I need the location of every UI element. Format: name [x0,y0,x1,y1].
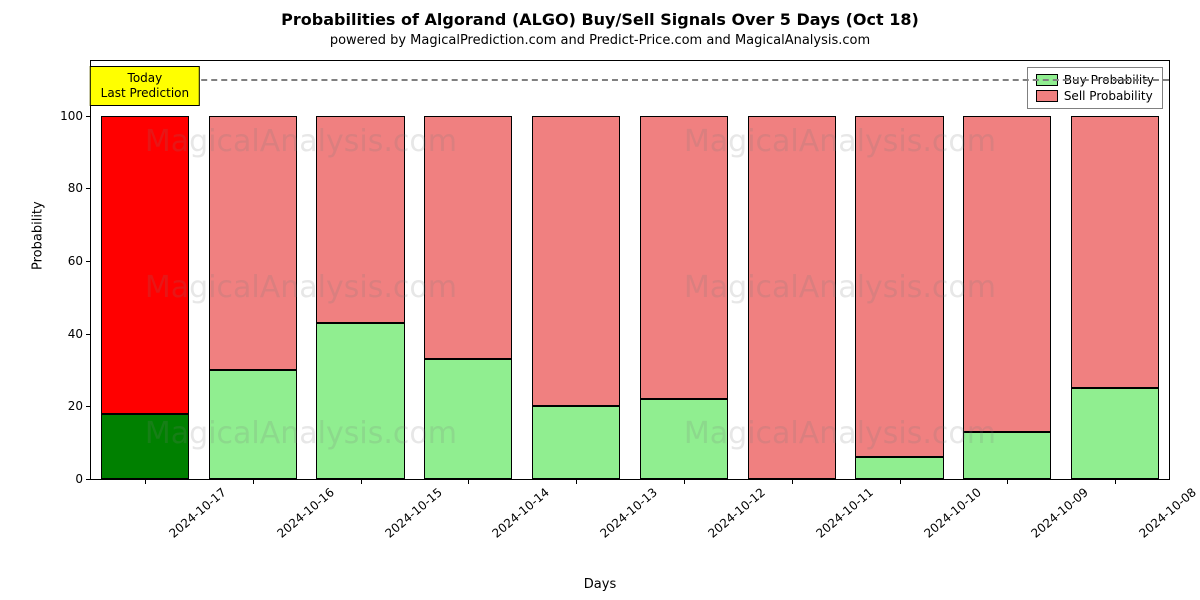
ytick-mark [86,116,91,117]
xtick-mark [361,479,362,484]
legend-swatch [1036,90,1058,102]
ytick-mark [86,406,91,407]
bar-group [101,61,189,479]
bar-group [855,61,943,479]
sell-bar [316,116,404,323]
sell-bar [1071,116,1159,389]
xtick-mark [145,479,146,484]
sell-bar [640,116,728,400]
sell-bar [101,116,189,414]
annotation-today: TodayLast Prediction [90,66,200,106]
buy-bar [1071,388,1159,479]
bar-group [640,61,728,479]
buy-bar [640,399,728,479]
ytick-mark [86,334,91,335]
sell-bar [748,116,836,479]
plot-area: Buy ProbabilitySell Probability 02040608… [90,60,1170,480]
xtick-mark [684,479,685,484]
xtick-mark [253,479,254,484]
bar-group [424,61,512,479]
annotation-line2: Last Prediction [101,86,189,101]
ytick-mark [86,261,91,262]
bar-group [963,61,1051,479]
xtick-mark [576,479,577,484]
buy-bar [855,457,943,479]
sell-bar [855,116,943,458]
sell-bar [424,116,512,360]
bar-group [316,61,404,479]
bar-group [748,61,836,479]
sell-bar [963,116,1051,432]
legend-row: Sell Probability [1036,88,1154,104]
annotation-line1: Today [101,71,189,86]
buy-bar [209,370,297,479]
sell-bar [532,116,620,407]
xtick-label: 2024-10-09 [1024,479,1092,541]
xtick-label: 2024-10-14 [485,479,553,541]
buy-bar [424,359,512,479]
xtick-mark [468,479,469,484]
legend-label: Sell Probability [1064,89,1153,103]
bars-layer [91,61,1169,479]
buy-bar [963,432,1051,479]
xtick-label: 2024-10-17 [161,479,229,541]
y-axis-label: Probability [31,201,46,270]
xtick-mark [900,479,901,484]
xtick-mark [1007,479,1008,484]
chart-subtitle: powered by MagicalPrediction.com and Pre… [0,29,1200,48]
bar-group [209,61,297,479]
plot-outer: Buy ProbabilitySell Probability 02040608… [90,60,1170,480]
xtick-label: 2024-10-11 [808,479,876,541]
reference-line [91,79,1169,81]
sell-bar [209,116,297,370]
chart-title: Probabilities of Algorand (ALGO) Buy/Sel… [0,0,1200,29]
x-axis-label: Days [584,577,616,592]
ytick-mark [86,188,91,189]
buy-bar [101,414,189,479]
xtick-label: 2024-10-10 [916,479,984,541]
legend: Buy ProbabilitySell Probability [1027,67,1163,109]
xtick-label: 2024-10-12 [700,479,768,541]
bar-group [1071,61,1159,479]
xtick-mark [1115,479,1116,484]
xtick-label: 2024-10-08 [1131,479,1199,541]
xtick-label: 2024-10-15 [377,479,445,541]
ytick-mark [86,479,91,480]
chart-container: Probabilities of Algorand (ALGO) Buy/Sel… [0,0,1200,600]
xtick-mark [792,479,793,484]
xtick-label: 2024-10-16 [269,479,337,541]
bar-group [532,61,620,479]
xtick-label: 2024-10-13 [592,479,660,541]
buy-bar [532,406,620,479]
buy-bar [316,323,404,479]
